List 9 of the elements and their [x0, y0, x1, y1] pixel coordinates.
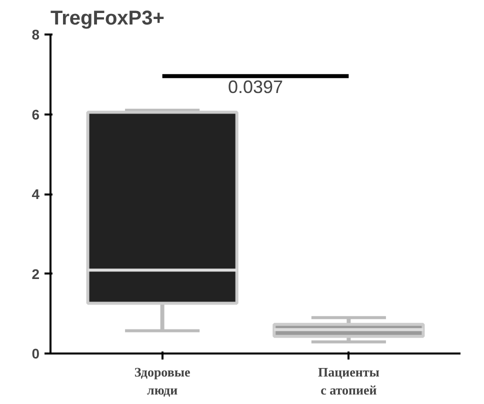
- y-tick-label: 4: [32, 186, 40, 202]
- chart-title: TregFoxP3+: [50, 8, 164, 30]
- annotation: 0.0397: [228, 77, 284, 98]
- y-tick-label: 6: [32, 106, 40, 122]
- x-tick-label: Здоровые люди: [134, 364, 191, 398]
- y-tick-label: 8: [32, 26, 40, 42]
- y-tick-label: 0: [32, 346, 40, 362]
- x-tick-label: Пациенты с атопией: [318, 364, 380, 398]
- y-tick-label: 2: [32, 266, 40, 282]
